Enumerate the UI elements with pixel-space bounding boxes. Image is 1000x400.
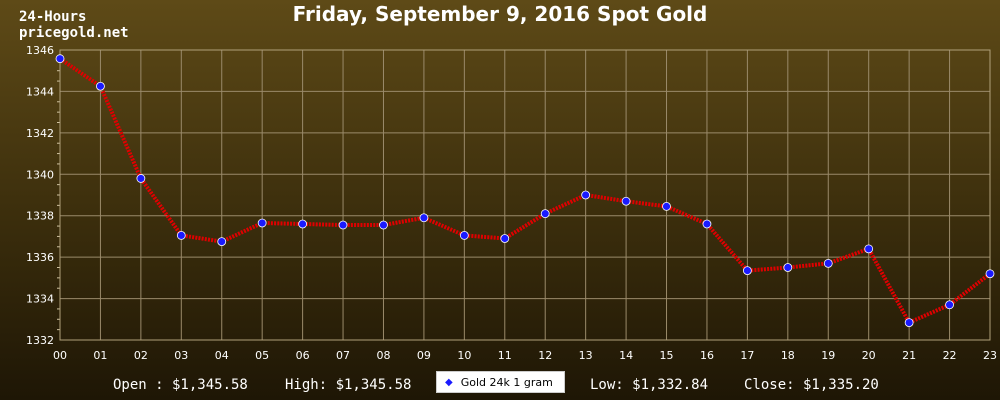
y-tick-label: 1342 (26, 127, 54, 140)
y-tick-label: 1338 (26, 210, 54, 223)
data-point (217, 237, 227, 247)
data-point (662, 201, 671, 211)
x-tick-label: 05 (255, 349, 269, 362)
x-tick-label: 04 (215, 349, 229, 362)
chart-title: Friday, September 9, 2016 Spot Gold (292, 2, 708, 26)
x-tick-label: 01 (93, 349, 107, 362)
y-tick-label: 1332 (26, 334, 54, 347)
data-point (257, 218, 267, 228)
x-tick-label: 15 (660, 349, 674, 362)
legend-label: Gold 24k 1 gram (460, 375, 553, 389)
y-tick-label: 1334 (26, 293, 54, 306)
data-point (500, 234, 510, 243)
open-stat: Open : $1,345.58 (113, 377, 248, 393)
data-point (904, 318, 914, 328)
x-tick-label: 23 (983, 349, 997, 362)
data-point (864, 244, 874, 254)
data-point (702, 219, 712, 229)
data-point (621, 196, 631, 206)
x-tick-label: 22 (943, 349, 957, 362)
period-label: 24-Hours (19, 9, 87, 25)
low-stat: Low: $1,332.84 (590, 377, 709, 393)
y-tick-label: 1336 (26, 251, 54, 264)
data-point (379, 220, 388, 230)
x-tick-label: 14 (619, 349, 633, 362)
x-tick-label: 10 (457, 349, 471, 362)
data-point (419, 213, 429, 223)
x-tick-label: 12 (538, 349, 552, 362)
series-line (58, 57, 992, 325)
data-point (459, 230, 469, 240)
y-tick-label: 1340 (26, 168, 54, 181)
y-tick-label: 1346 (26, 44, 54, 57)
data-point (540, 209, 550, 219)
data-point (136, 174, 146, 183)
data-point (985, 269, 995, 279)
x-tick-label: 18 (781, 349, 795, 362)
legend: ◆ Gold 24k 1 gram (436, 371, 565, 393)
x-tick-label: 06 (296, 349, 310, 362)
x-tick-label: 20 (862, 349, 876, 362)
x-tick-label: 19 (821, 349, 835, 362)
legend-marker-icon: ◆ (445, 376, 453, 388)
x-tick-label: 21 (902, 349, 916, 362)
x-tick-label: 16 (700, 349, 714, 362)
x-tick-label: 07 (336, 349, 350, 362)
plot-frame (59, 49, 991, 341)
x-tick-label: 03 (174, 349, 188, 362)
y-tick-label: 1344 (26, 85, 54, 98)
data-point (783, 263, 793, 272)
x-tick-label: 00 (53, 349, 67, 362)
x-tick-label: 13 (579, 349, 593, 362)
data-point (176, 230, 186, 240)
data-point (945, 300, 954, 310)
x-tick-label: 11 (498, 349, 512, 362)
x-tick-label: 02 (134, 349, 148, 362)
data-point (742, 266, 752, 276)
data-point (298, 219, 308, 229)
close-stat: Close: $1,335.20 (744, 377, 879, 393)
x-tick-label: 17 (740, 349, 754, 362)
data-point (823, 258, 833, 268)
x-tick-label: 08 (376, 349, 390, 362)
chart-corner-label: 24-Hours pricegold.net (19, 9, 129, 41)
data-point (581, 190, 591, 200)
data-point (96, 81, 105, 91)
data-point (55, 54, 65, 64)
high-stat: High: $1,345.58 (285, 377, 412, 393)
site-label: pricegold.net (19, 25, 129, 41)
data-point (338, 220, 348, 230)
x-tick-label: 09 (417, 349, 431, 362)
